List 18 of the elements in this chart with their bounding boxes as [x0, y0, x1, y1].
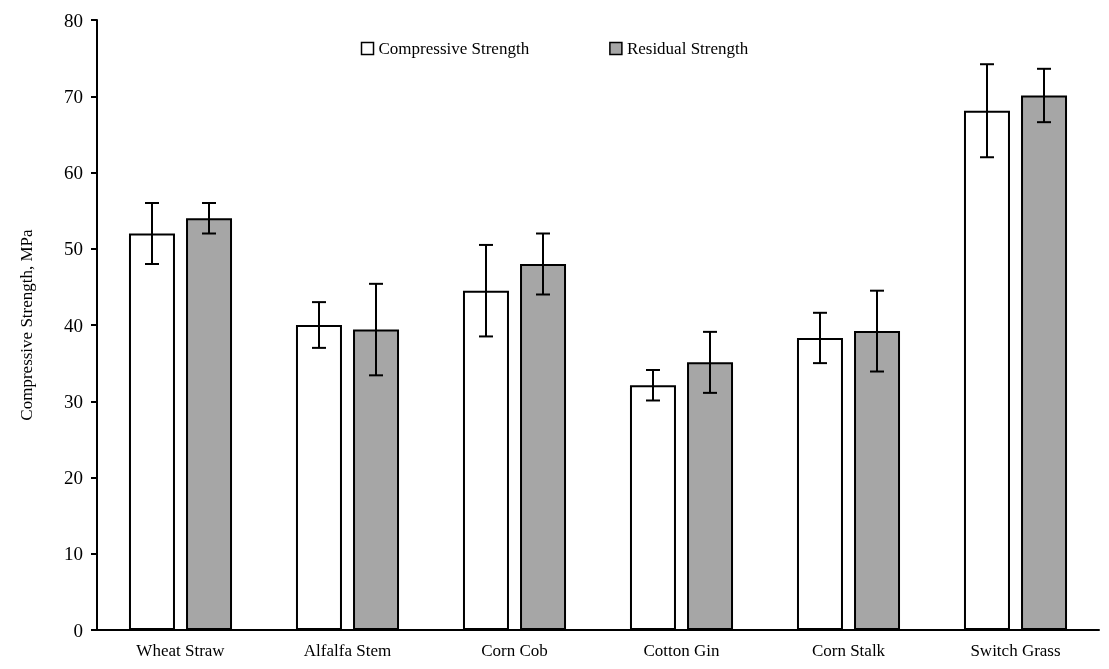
x-tick-label: Switch Grass	[970, 641, 1061, 660]
y-axis-title: Compressive Strength, MPa	[17, 228, 36, 421]
x-tick-label: Corn Stalk	[811, 641, 886, 660]
y-tick-label: 70	[64, 85, 83, 107]
legend-label: Residual Strength	[626, 39, 749, 58]
x-tick-label: Cotton Gin	[643, 641, 721, 660]
x-tick-label: Corn Cob	[481, 641, 548, 660]
y-tick-label: 20	[64, 467, 83, 488]
y-tick-label: 0	[73, 619, 83, 641]
y-tick-label: 80	[64, 9, 83, 31]
y-tick-label: 50	[64, 238, 83, 260]
x-tick-label: Alfalfa Stem	[303, 641, 392, 660]
y-tick-label: 40	[64, 314, 83, 336]
y-tick-label: 60	[64, 162, 83, 183]
y-tick-label: 10	[64, 543, 83, 565]
x-tick-label: Wheat Straw	[136, 641, 226, 660]
y-tick-label: 30	[64, 390, 83, 412]
legend-label: Compressive Strength	[378, 39, 530, 58]
